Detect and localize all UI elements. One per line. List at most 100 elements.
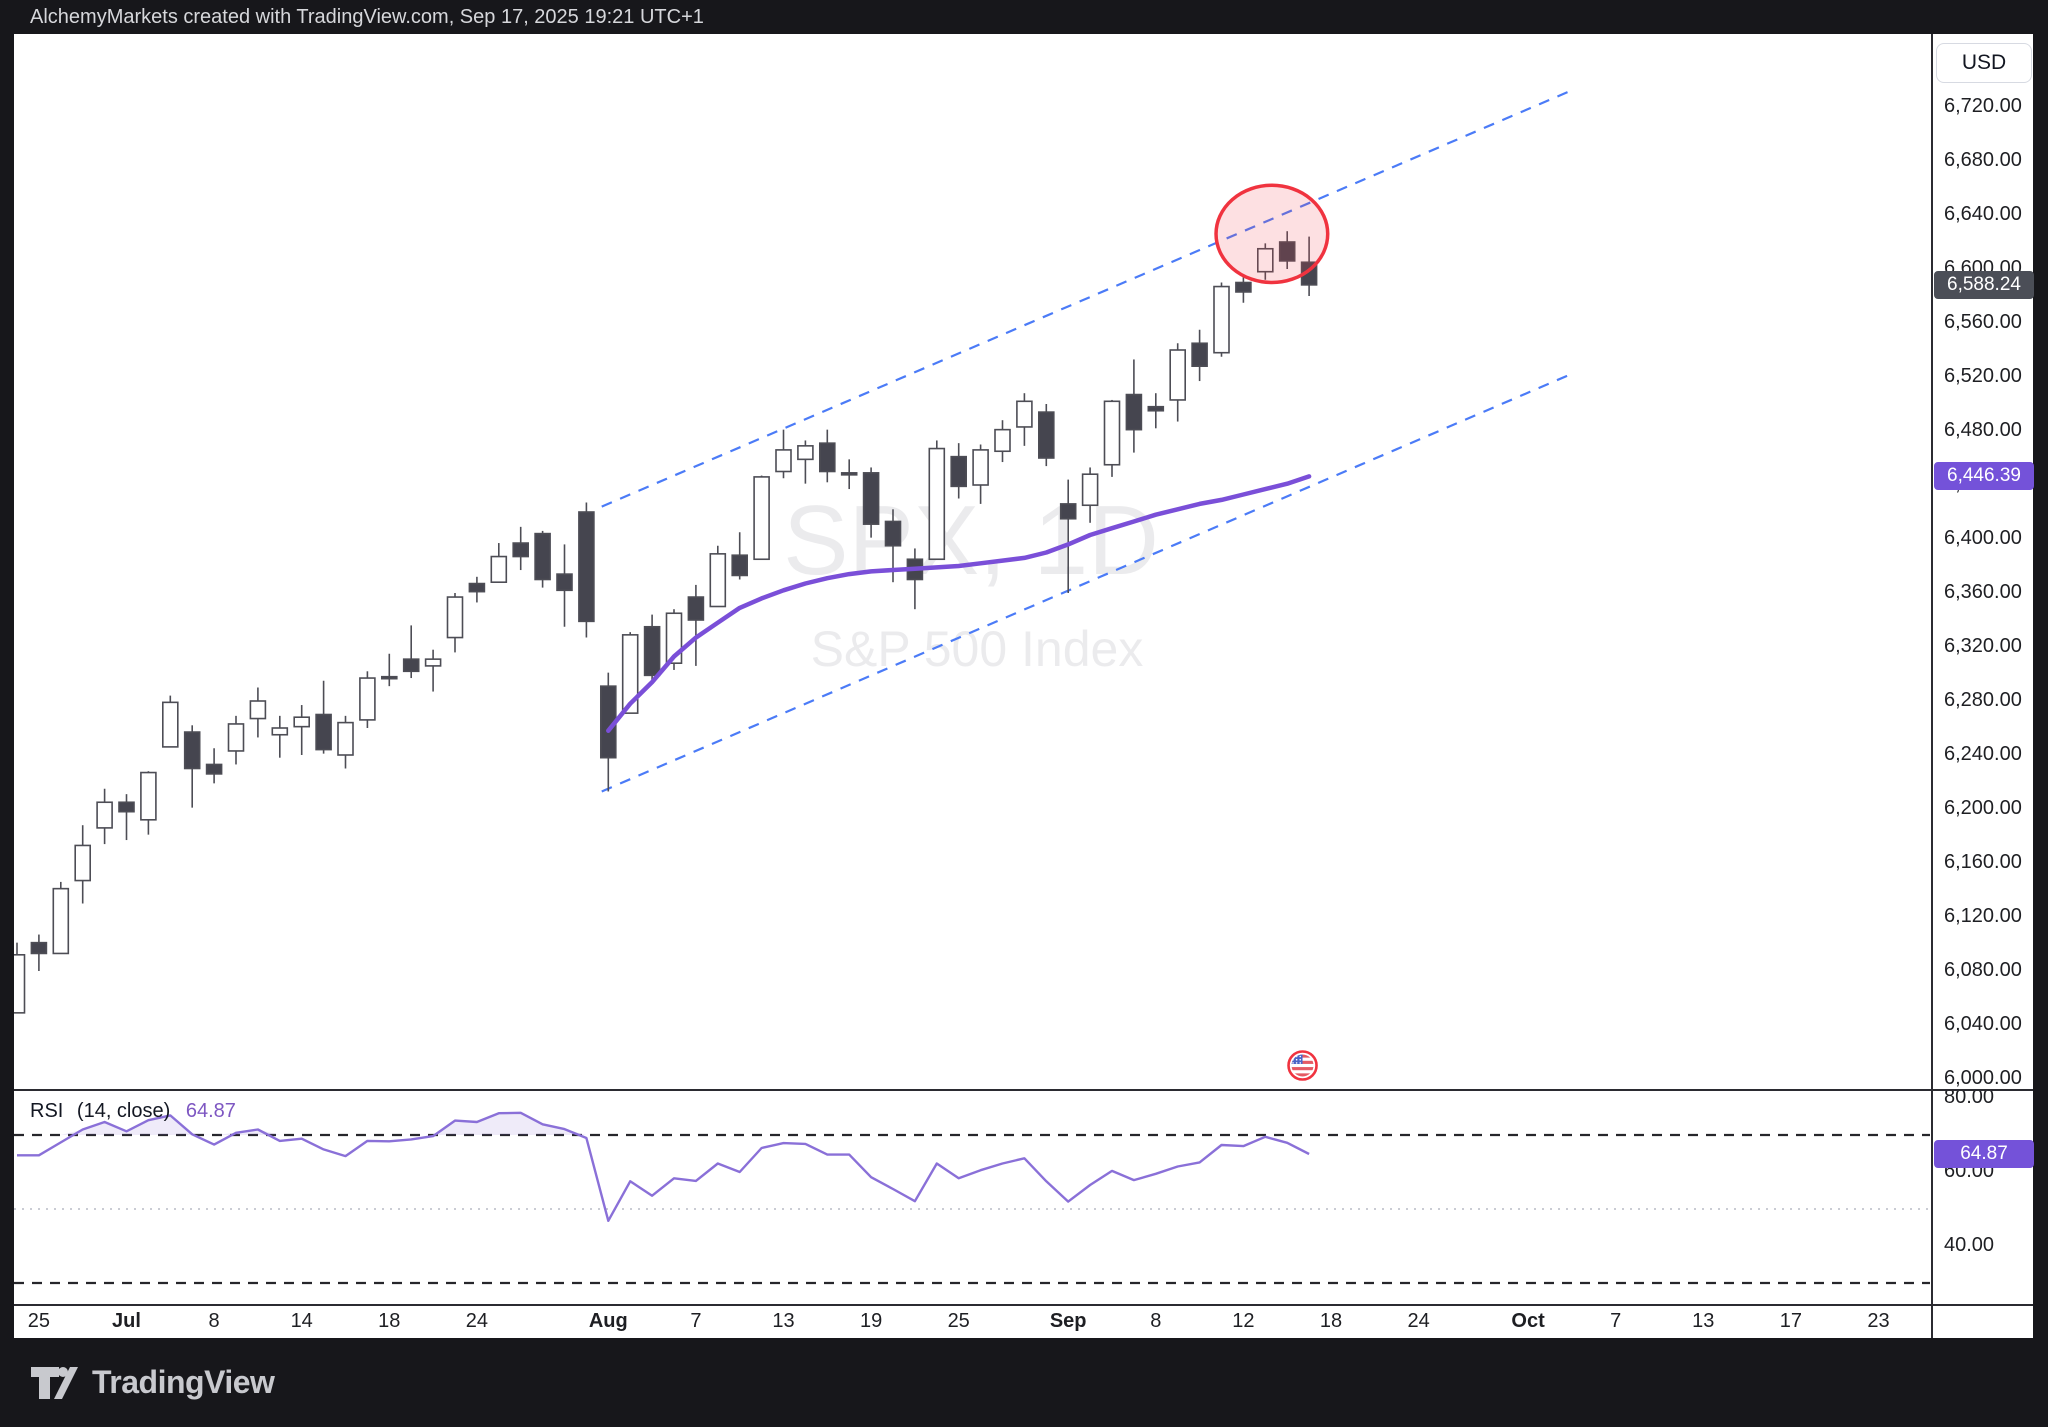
candle bbox=[687, 584, 705, 666]
candle-body bbox=[74, 844, 91, 882]
currency-label: USD bbox=[1961, 51, 2007, 74]
candle-body bbox=[1213, 285, 1230, 354]
candle-body bbox=[1081, 473, 1099, 507]
candle-body bbox=[227, 723, 245, 752]
candlestick-chart-canvas[interactable] bbox=[14, 34, 1932, 1090]
candle-body bbox=[402, 658, 420, 673]
candle-body bbox=[140, 771, 157, 821]
candle-body bbox=[1278, 241, 1296, 262]
price-axis-tick: 6,000.00 bbox=[1944, 1067, 2022, 1089]
price-axis-tick: 6,520.00 bbox=[1944, 365, 2022, 387]
time-axis-tick: 18 bbox=[378, 1310, 401, 1332]
candle-body bbox=[1038, 411, 1055, 459]
candle bbox=[731, 532, 749, 580]
rsi-line[interactable] bbox=[17, 1111, 1310, 1222]
candle bbox=[183, 725, 201, 808]
brand-attribution: AlchemyMarkets created with TradingView.… bbox=[30, 5, 704, 28]
candle bbox=[950, 443, 968, 499]
candle bbox=[162, 695, 179, 748]
price-axis-tick: 6,240.00 bbox=[1944, 743, 2022, 765]
candle-body bbox=[578, 511, 595, 623]
price-axis-tick: 6,680.00 bbox=[1944, 149, 2022, 171]
time-axis-tick: Aug bbox=[588, 1310, 628, 1332]
candle bbox=[227, 715, 245, 765]
price-axis-tick: 6,160.00 bbox=[1944, 851, 2022, 873]
price-axis-tick: 6,280.00 bbox=[1944, 689, 2022, 711]
candle-body bbox=[424, 658, 442, 667]
rsi-axis-tick: 80.00 bbox=[1944, 1086, 1995, 1108]
tradingview-logo-link[interactable]: TradingView bbox=[0, 1363, 275, 1403]
candle-body bbox=[205, 763, 223, 775]
candle bbox=[1125, 359, 1143, 453]
candle-body bbox=[1257, 247, 1274, 273]
ma-value-badge: 6,446.39 bbox=[1934, 462, 2034, 491]
candle-body bbox=[972, 449, 989, 486]
candle bbox=[96, 788, 113, 845]
rsi-value-badge: 64.87 bbox=[1934, 1139, 2034, 1168]
pane-separator-rsi-time bbox=[14, 1304, 2033, 1306]
candle bbox=[972, 444, 989, 504]
price-axis-tick: 6,200.00 bbox=[1944, 797, 2022, 819]
candle bbox=[359, 671, 376, 728]
currency-toggle-chip[interactable]: USD bbox=[1936, 43, 2032, 83]
price-axis-tick: 6,320.00 bbox=[1944, 635, 2022, 657]
price-axis-tick: 6,120.00 bbox=[1944, 905, 2022, 927]
rsi-indicator-canvas[interactable] bbox=[14, 1090, 1932, 1305]
candle-body bbox=[380, 675, 398, 680]
candle-body bbox=[118, 801, 135, 813]
trend-channel-upper-line[interactable] bbox=[601, 91, 1568, 508]
candle bbox=[1147, 393, 1165, 429]
candle bbox=[249, 687, 267, 738]
chart-panel-background bbox=[14, 34, 2033, 1338]
time-axis-tick: 23 bbox=[1867, 1310, 1890, 1332]
candle-body bbox=[621, 634, 639, 714]
candle-body bbox=[183, 731, 201, 770]
candle bbox=[140, 771, 157, 835]
candle bbox=[52, 881, 70, 955]
candle bbox=[1235, 274, 1252, 303]
moving-average-line[interactable] bbox=[606, 474, 1312, 733]
candle bbox=[928, 440, 946, 561]
price-axis-tick: 6,560.00 bbox=[1944, 311, 2022, 333]
candle bbox=[512, 526, 530, 571]
candle bbox=[862, 467, 880, 538]
candle bbox=[1191, 329, 1208, 382]
candle bbox=[402, 625, 420, 679]
pane-separator-main-rsi[interactable] bbox=[14, 1089, 2033, 1091]
candle bbox=[1016, 393, 1033, 446]
candle bbox=[556, 544, 573, 627]
candle-body bbox=[96, 801, 113, 829]
highlight-circle-annotation[interactable] bbox=[1214, 183, 1330, 285]
price-scale-separator[interactable] bbox=[1931, 34, 1933, 1338]
time-axis-tick: 12 bbox=[1232, 1310, 1255, 1332]
candle-body bbox=[862, 472, 880, 525]
candle-body bbox=[818, 442, 836, 473]
candle-body bbox=[1103, 400, 1121, 466]
footer-bar: TradingView bbox=[0, 1338, 2048, 1427]
candle bbox=[424, 649, 442, 692]
time-axis-tick: Sep bbox=[1049, 1310, 1087, 1332]
candle bbox=[315, 680, 332, 754]
time-axis-tick: 7 bbox=[690, 1310, 702, 1332]
candle-body bbox=[293, 716, 311, 728]
candle bbox=[1103, 399, 1121, 477]
candle bbox=[753, 475, 770, 561]
candle bbox=[840, 459, 858, 490]
candle-body bbox=[249, 700, 267, 720]
time-axis-tick: Jul bbox=[112, 1310, 141, 1332]
last-price-badge: 6,588.24 bbox=[1934, 270, 2034, 299]
candle bbox=[380, 653, 398, 687]
tradingview-logo-icon bbox=[31, 1366, 78, 1399]
price-axis-tick: 6,480.00 bbox=[1944, 419, 2022, 441]
candle-body bbox=[709, 553, 727, 608]
rsi-indicator-name: RSI bbox=[30, 1100, 64, 1122]
price-axis-tick: 6,360.00 bbox=[1944, 581, 2022, 603]
time-axis-tick: 19 bbox=[859, 1310, 883, 1332]
time-axis-tick: 25 bbox=[27, 1310, 51, 1332]
candle-body bbox=[884, 520, 902, 547]
candle bbox=[818, 429, 836, 483]
candle-body bbox=[162, 701, 179, 748]
time-axis-tick: Oct bbox=[1511, 1310, 1545, 1332]
trend-channel-lower-line[interactable] bbox=[601, 374, 1568, 793]
price-axis-tick: 6,640.00 bbox=[1944, 203, 2022, 225]
